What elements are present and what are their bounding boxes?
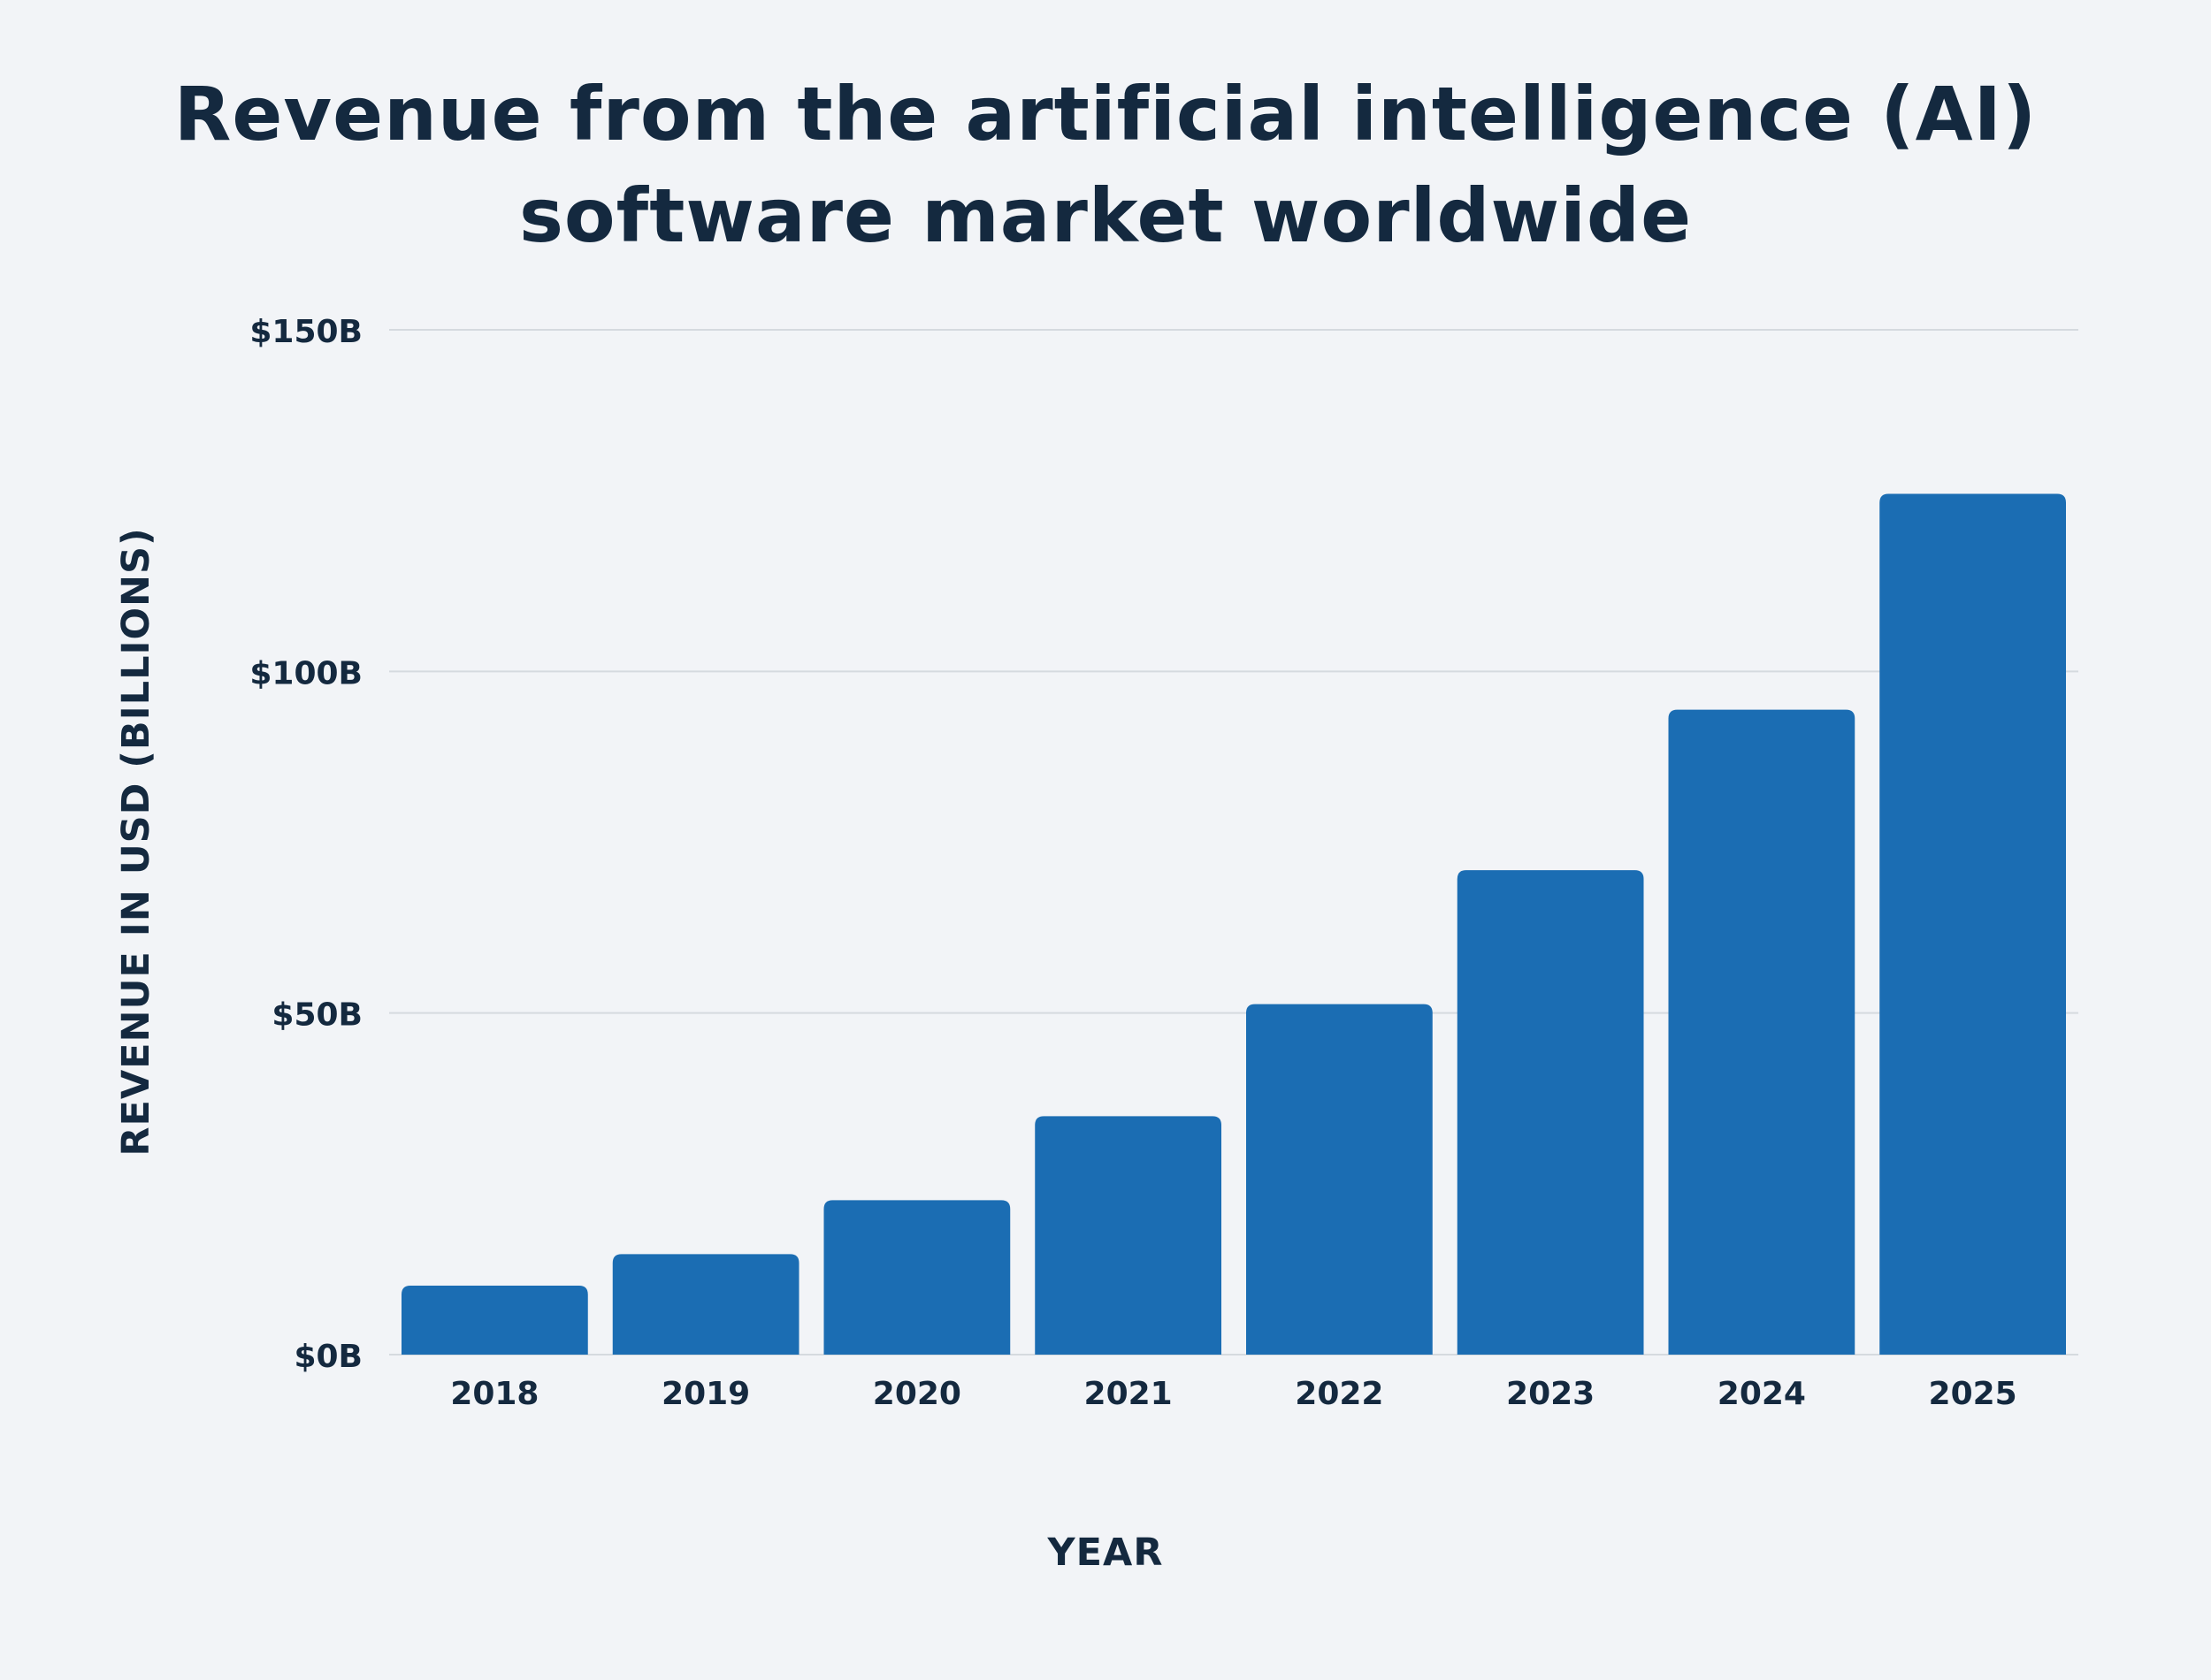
bars: [402, 493, 2066, 1355]
chart-title: Revenue from the artificial intelligence…: [0, 64, 2211, 267]
y-tick-label: $0B: [294, 1339, 363, 1375]
x-tick-label: 2020: [873, 1376, 961, 1412]
bar-2023: [1457, 870, 1644, 1355]
y-axis-tick-labels: $0B $50B $100B $150B: [249, 314, 363, 1375]
y-tick-label: $100B: [249, 655, 363, 691]
bar-2024: [1668, 709, 1855, 1355]
bar-2019: [612, 1254, 799, 1355]
chart-title-line-2: software market worldwide: [518, 172, 1693, 259]
y-tick-label: $50B: [272, 997, 363, 1034]
x-tick-label: 2022: [1295, 1376, 1383, 1412]
x-axis-label: YEAR: [1047, 1531, 1164, 1575]
x-tick-label: 2021: [1084, 1376, 1173, 1412]
bar-2021: [1035, 1116, 1221, 1355]
y-tick-label: $150B: [249, 314, 363, 350]
x-tick-label: 2018: [450, 1376, 539, 1412]
x-tick-label: 2024: [1718, 1376, 1806, 1412]
bar-2025: [1879, 493, 2066, 1355]
x-tick-label: 2023: [1506, 1376, 1595, 1412]
chart-title-line-1: Revenue from the artificial intelligence…: [173, 71, 2038, 157]
bar-2018: [402, 1285, 588, 1355]
x-axis-tick-labels: 2018 2019 2020 2021 2022 2023 2024 2025: [450, 1376, 2016, 1412]
y-axis-label: REVENUE IN USD (BILLIONS): [114, 527, 158, 1156]
x-tick-label: 2025: [1929, 1376, 2017, 1412]
x-tick-label: 2019: [662, 1376, 750, 1412]
bar-2022: [1246, 1004, 1433, 1355]
bar-2020: [823, 1200, 1011, 1355]
